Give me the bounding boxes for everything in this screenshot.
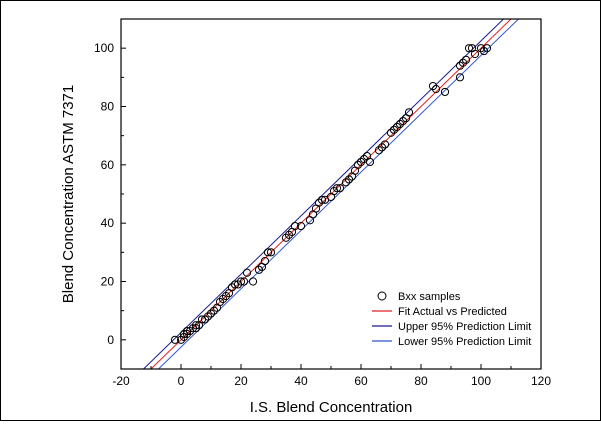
data-point — [260, 256, 270, 266]
data-point — [377, 143, 387, 152]
data-point — [191, 321, 201, 330]
x-tick-label: 40 — [294, 374, 308, 388]
data-point — [470, 49, 480, 59]
legend-label: Lower 95% Prediction Limit — [398, 336, 531, 348]
data-point — [431, 84, 441, 94]
data-point — [455, 73, 465, 82]
x-tick-label: 100 — [471, 374, 491, 388]
data-point — [248, 277, 258, 286]
data-point — [464, 44, 474, 53]
legend-marker — [377, 291, 387, 301]
data-point — [236, 277, 246, 286]
data-point — [455, 61, 465, 70]
data-point — [428, 81, 438, 91]
data-point — [254, 265, 264, 274]
data-point — [365, 157, 375, 167]
data-point — [263, 248, 273, 257]
data-point — [356, 157, 366, 167]
data-point — [458, 58, 468, 67]
x-tick-label: 20 — [234, 374, 248, 388]
data-point — [344, 175, 354, 184]
data-point — [284, 230, 294, 239]
data-point — [221, 291, 231, 301]
data-point — [332, 184, 342, 193]
data-point — [380, 140, 390, 149]
data-point — [290, 221, 300, 231]
data-point — [209, 306, 219, 315]
data-point — [218, 294, 228, 304]
data-point — [386, 128, 396, 137]
legend-label: Bxx samples — [398, 291, 461, 303]
y-tick-label: 100 — [94, 41, 114, 55]
data-point — [200, 315, 210, 324]
data-point — [392, 122, 402, 132]
data-point — [461, 55, 471, 64]
x-tick-label: 120 — [531, 374, 551, 388]
y-tick-label: 20 — [101, 275, 115, 289]
legend: Bxx samples Fit Actual vs Predicted Upper … — [372, 291, 531, 348]
data-point — [203, 312, 213, 321]
data-point — [191, 324, 201, 333]
y-tick-label: 0 — [107, 333, 114, 347]
data-point — [266, 248, 276, 257]
x-tick-label: -20 — [112, 374, 130, 388]
y-tick-label: 80 — [101, 100, 115, 114]
data-point — [404, 108, 414, 117]
data-point — [281, 233, 291, 242]
data-point — [353, 160, 363, 169]
data-point — [182, 329, 192, 339]
data-point — [242, 268, 252, 277]
data-point — [296, 221, 306, 231]
data-point — [395, 119, 405, 129]
data-point — [479, 46, 489, 56]
legend-label: Fit Actual vs Predicted — [398, 306, 507, 318]
data-point — [440, 87, 450, 97]
data-point — [341, 178, 351, 187]
legend-label: Upper 95% Prediction Limit — [398, 321, 531, 333]
data-point — [317, 195, 327, 204]
series-line-fit-actual-vs-predicted — [150, 19, 512, 369]
data-point — [215, 297, 225, 307]
x-axis-title: I.S. Blend Concentration — [250, 399, 413, 416]
data-point — [206, 309, 216, 318]
y-tick-label: 60 — [101, 158, 115, 172]
data-point — [482, 44, 492, 53]
data-point — [335, 184, 345, 193]
x-tick-label: 60 — [354, 374, 368, 388]
data-point — [170, 335, 180, 344]
y-axis-title: Blend Concentration ASTM 7371 — [60, 85, 77, 303]
data-point — [374, 146, 384, 155]
data-point — [476, 44, 486, 53]
data-point — [398, 116, 408, 126]
x-tick-label: 80 — [414, 374, 428, 388]
data-point — [239, 277, 249, 286]
x-tick-label: 0 — [178, 374, 185, 388]
y-tick-label: 40 — [101, 216, 115, 230]
data-point — [389, 125, 399, 134]
series-line-upper-95-prediction-limit — [143, 19, 504, 369]
